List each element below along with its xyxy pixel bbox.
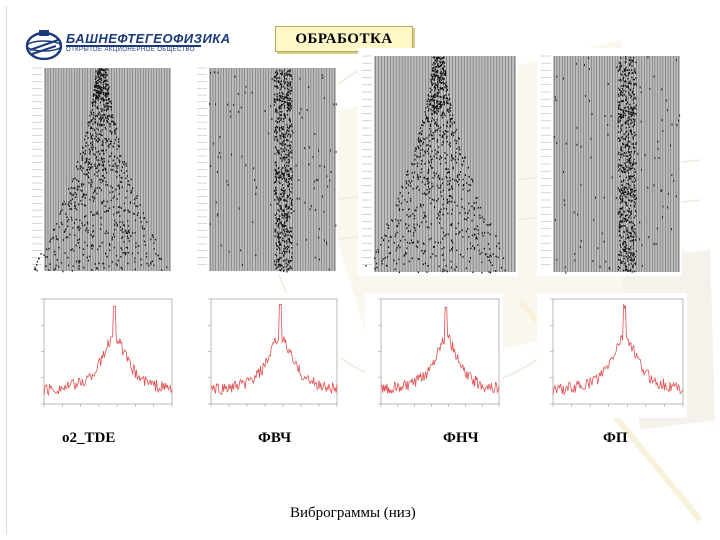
- slide-title-text: ОБРАБОТКА: [295, 30, 393, 47]
- slide-title: ОБРАБОТКА: [275, 26, 413, 52]
- logo-name: БАШНЕФТЕГЕОФИЗИКА: [66, 31, 231, 46]
- figure-caption: Виброграммы (низ): [290, 505, 416, 521]
- seismogram-image: [193, 60, 338, 275]
- seismogram-panel-4: [537, 48, 682, 276]
- column-label-2: ФВЧ: [258, 430, 292, 446]
- logo-subtitle: ОТКРЫТОЕ АКЦИОНЕРНОЕ ОБЩЕСТВО: [66, 47, 195, 53]
- spectrum-panel-3: [365, 293, 503, 418]
- seismogram-image: [28, 60, 173, 275]
- spectrum-plot: [28, 293, 176, 418]
- seismogram-panel-1: [28, 60, 173, 275]
- seismogram-panel-3: [358, 48, 518, 276]
- company-logo-icon: [25, 30, 63, 61]
- slide-frame: [6, 6, 714, 534]
- spectrum-panel-4: [537, 293, 687, 418]
- spectrum-plot: [537, 293, 687, 418]
- logo-divider: [66, 45, 201, 47]
- seismogram-panel-2: [193, 60, 338, 275]
- seismogram-image: [358, 48, 518, 276]
- spectrum-panel-1: [28, 293, 176, 418]
- spectrum-plot: [365, 293, 503, 418]
- spectrum-panel-2: [195, 293, 341, 418]
- seismogram-image: [537, 48, 682, 276]
- column-label-4: ФП: [603, 430, 628, 446]
- column-label-1: о2_TDE: [62, 430, 116, 446]
- spectrum-plot: [195, 293, 341, 418]
- column-label-3: ФНЧ: [443, 430, 479, 446]
